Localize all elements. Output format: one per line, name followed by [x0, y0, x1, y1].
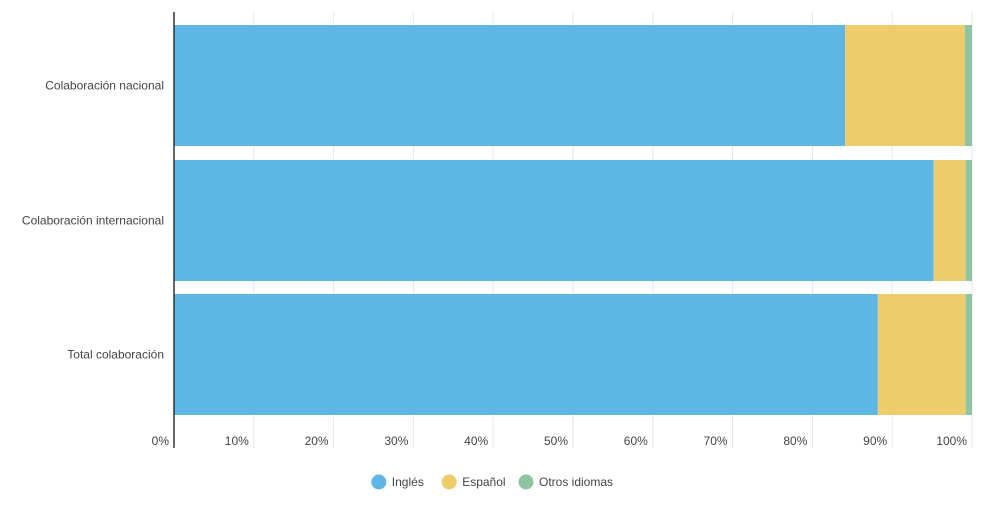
legend-swatch — [518, 474, 534, 490]
bar-segment — [965, 294, 972, 415]
x-tick-label: 70% — [704, 434, 728, 448]
x-tick-label: 0% — [152, 434, 170, 448]
bar-segment — [174, 160, 934, 281]
bars — [174, 25, 972, 415]
x-tick-label: 20% — [305, 434, 329, 448]
axes: 0% 10% 20% 30% 40% 50% 60% 70% 80% 90% 100% Colabor… — [22, 12, 967, 448]
bar-segment — [174, 294, 878, 415]
x-tick-label: 60% — [624, 434, 648, 448]
category-label: Colaboración nacional — [45, 79, 164, 93]
x-tick-label: 80% — [783, 434, 807, 448]
legend-label: Inglés — [392, 475, 424, 489]
category-label: Total colaboración — [67, 348, 164, 362]
x-tick-label: 10% — [225, 434, 249, 448]
bar-segment — [845, 25, 965, 146]
bar-segment — [965, 160, 972, 281]
legend: Inglés Español Otros idiomas — [371, 474, 613, 490]
legend-label: Otros idiomas — [539, 475, 613, 489]
bar-segment — [964, 25, 972, 146]
legend-label: Español — [462, 475, 505, 489]
bar-segment — [877, 294, 966, 415]
x-tick-label: 30% — [384, 434, 408, 448]
x-tick-label: 100% — [936, 434, 967, 448]
legend-swatch — [371, 474, 387, 490]
x-tick-label: 40% — [464, 434, 488, 448]
bar-segment — [174, 25, 846, 146]
category-label: Colaboración internacional — [22, 214, 164, 228]
x-tick-label: 90% — [863, 434, 887, 448]
legend-swatch — [441, 474, 457, 490]
bar-segment — [933, 160, 966, 281]
x-tick-label: 50% — [544, 434, 568, 448]
